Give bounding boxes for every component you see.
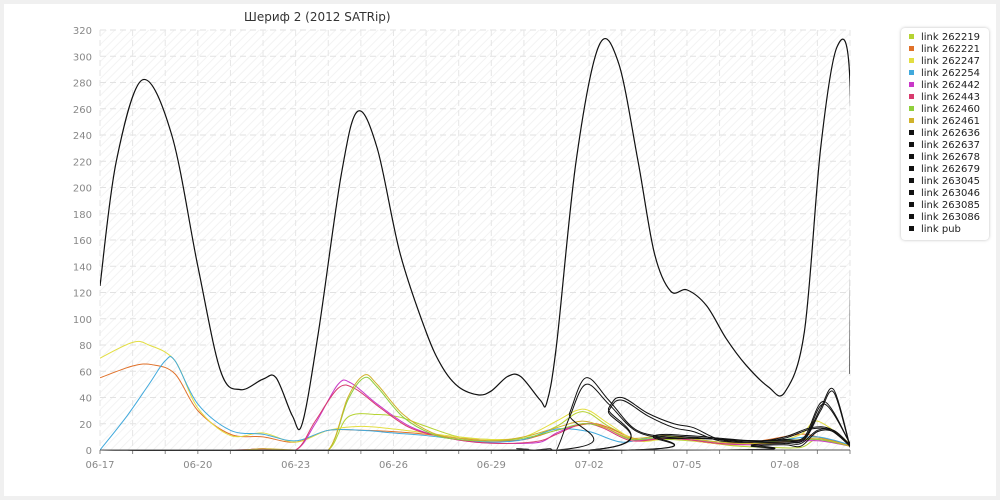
legend-swatch [909, 190, 914, 195]
legend-swatch [909, 130, 914, 135]
legend-item[interactable]: link 262637 [909, 140, 980, 152]
legend-label: link 263085 [921, 200, 981, 211]
chart-title: Шериф 2 (2012 SATRip) [244, 10, 391, 24]
legend-label: link 262679 [921, 164, 981, 175]
legend-label: link 262637 [921, 140, 981, 151]
y-tick-label: 280 [73, 79, 92, 90]
legend-item[interactable]: link 262678 [909, 152, 980, 164]
legend-item[interactable]: link 262679 [909, 164, 980, 176]
legend-item[interactable]: link pub [909, 224, 961, 236]
legend-item[interactable]: link 262636 [909, 128, 980, 140]
legend-label: link pub [921, 224, 961, 235]
series-line-link-262443 [100, 384, 850, 451]
legend-label: link 262219 [921, 32, 981, 43]
legend-label: link 262443 [921, 92, 981, 103]
legend-item[interactable]: link 263085 [909, 200, 980, 212]
legend-label: link 262636 [921, 128, 981, 139]
legend-swatch [909, 34, 914, 39]
legend-swatch [909, 106, 914, 111]
legend-item[interactable]: link 263045 [909, 176, 980, 188]
y-tick-label: 100 [73, 315, 92, 326]
series-layer [100, 38, 850, 451]
legend-label: link 262461 [921, 116, 981, 127]
y-tick-label: 140 [73, 262, 92, 273]
x-tick-label: 07-05 [672, 460, 701, 471]
legend-item[interactable]: link 263086 [909, 212, 980, 224]
y-tick-label: 320 [73, 26, 92, 37]
y-tick-label: 260 [73, 105, 92, 116]
legend-item[interactable]: link 262442 [909, 80, 980, 92]
y-tick-label: 200 [73, 184, 92, 195]
legend-label: link 263046 [921, 188, 981, 199]
legend-swatch [909, 154, 914, 159]
legend-item[interactable]: link 263046 [909, 188, 980, 200]
x-axis: 06-17 06-20 06-23 06-26 06-29 07-02 07-05 07-08 [85, 450, 851, 471]
legend-swatch [909, 202, 914, 207]
legend-label: link 262442 [921, 80, 981, 91]
legend-label: link 262221 [921, 44, 981, 55]
y-tick-label: 240 [73, 131, 92, 142]
legend-swatch [909, 214, 914, 219]
legend-swatch [909, 118, 914, 123]
legend[interactable]: link 262219 link 262221 link 262247 link 26… [901, 28, 989, 240]
y-tick-label: 300 [73, 52, 92, 63]
legend-swatch [909, 70, 914, 75]
legend-swatch [909, 46, 914, 51]
y-axis: 0 20 40 60 80 100 120 140 160 180 200 220 240 260 280 3… [73, 26, 92, 457]
legend-label: link 262254 [921, 68, 981, 79]
legend-label: link 262678 [921, 152, 981, 163]
x-tick-label: 06-29 [477, 460, 506, 471]
legend-swatch [909, 178, 914, 183]
legend-item[interactable]: link 262460 [909, 104, 980, 116]
legend-item[interactable]: link 262443 [909, 92, 980, 104]
legend-label: link 262247 [921, 56, 981, 67]
y-tick-label: 60 [79, 367, 92, 378]
series-line-link-pub [100, 38, 850, 431]
legend-swatch [909, 82, 914, 87]
grid-lines [99, 29, 851, 451]
legend-item[interactable]: link 262461 [909, 116, 980, 128]
y-tick-label: 20 [79, 420, 92, 431]
legend-label: link 262460 [921, 104, 981, 115]
y-tick-label: 40 [79, 394, 92, 405]
y-tick-label: 80 [79, 341, 92, 352]
y-tick-label: 0 [86, 446, 92, 457]
x-tick-label: 07-08 [770, 460, 799, 471]
legend-item[interactable]: link 262247 [909, 56, 980, 68]
legend-swatch [909, 94, 914, 99]
x-tick-label: 06-26 [379, 460, 408, 471]
legend-item[interactable]: link 262221 [909, 44, 980, 56]
legend-item[interactable]: link 262254 [909, 68, 980, 80]
legend-swatch [909, 142, 914, 147]
x-tick-label: 06-17 [85, 460, 114, 471]
y-tick-label: 160 [73, 236, 92, 247]
x-tick-label: 06-23 [281, 460, 310, 471]
legend-label: link 263045 [921, 176, 981, 187]
y-tick-label: 180 [73, 210, 92, 221]
x-tick-label: 06-20 [183, 460, 212, 471]
legend-swatch [909, 58, 914, 63]
x-tick-label: 07-02 [575, 460, 604, 471]
y-tick-label: 120 [73, 289, 92, 300]
legend-item[interactable]: link 262219 [909, 32, 980, 44]
y-tick-label: 220 [73, 157, 92, 168]
legend-label: link 263086 [921, 212, 981, 223]
series-line-link-262461 [100, 374, 850, 451]
legend-swatch [909, 166, 914, 171]
legend-swatch [909, 226, 914, 231]
series-line-link-263046 [100, 387, 850, 451]
